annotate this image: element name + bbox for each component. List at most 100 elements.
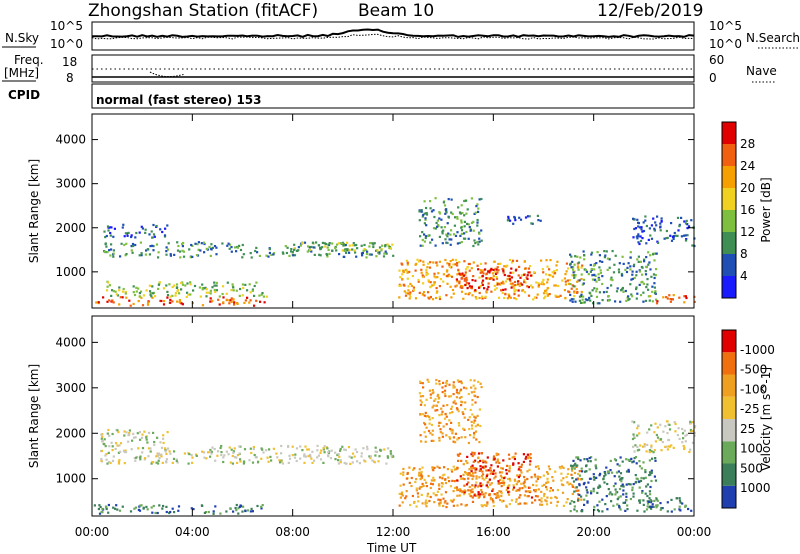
data-cell bbox=[572, 480, 576, 483]
data-cell bbox=[265, 449, 268, 452]
data-cell bbox=[301, 449, 304, 452]
data-cell bbox=[250, 451, 253, 455]
data-cell bbox=[586, 299, 589, 302]
data-cell bbox=[272, 252, 276, 255]
data-cell bbox=[545, 485, 548, 489]
data-cell bbox=[165, 458, 168, 461]
data-cell bbox=[582, 278, 586, 281]
data-cell bbox=[476, 264, 479, 267]
data-cell bbox=[431, 483, 434, 486]
data-cell bbox=[265, 295, 268, 298]
data-cell bbox=[656, 504, 659, 507]
data-cell bbox=[544, 499, 547, 502]
data-cell bbox=[427, 429, 431, 433]
data-cell bbox=[173, 253, 176, 256]
data-cell bbox=[441, 386, 444, 389]
data-cell bbox=[311, 461, 314, 464]
data-cell bbox=[162, 303, 166, 306]
data-cell bbox=[299, 244, 302, 247]
data-cell bbox=[432, 476, 435, 479]
data-cell bbox=[111, 299, 114, 302]
data-cell bbox=[430, 210, 434, 213]
data-cell bbox=[139, 456, 142, 459]
data-cell bbox=[571, 300, 574, 303]
data-cell bbox=[519, 218, 523, 221]
data-cell bbox=[651, 285, 654, 288]
data-cell bbox=[440, 218, 443, 221]
data-cell bbox=[590, 253, 593, 256]
data-cell bbox=[509, 279, 512, 282]
data-cell bbox=[418, 471, 421, 474]
data-cell bbox=[433, 501, 436, 504]
data-cell bbox=[460, 232, 463, 235]
data-cell bbox=[582, 282, 585, 285]
data-cell bbox=[580, 495, 583, 498]
data-cell bbox=[435, 261, 438, 264]
data-cell bbox=[121, 226, 124, 229]
data-cell bbox=[635, 235, 638, 238]
data-cell bbox=[456, 231, 459, 234]
data-cell bbox=[203, 251, 206, 254]
data-cell bbox=[495, 287, 498, 290]
data-cell bbox=[324, 245, 327, 248]
data-cell bbox=[402, 483, 405, 486]
data-cell bbox=[509, 479, 512, 482]
data-cell bbox=[637, 221, 640, 224]
data-cell bbox=[607, 299, 610, 302]
data-cell bbox=[187, 293, 190, 296]
data-cell bbox=[150, 462, 153, 465]
data-cell bbox=[569, 283, 572, 286]
data-cell bbox=[674, 422, 677, 426]
data-cell bbox=[217, 450, 220, 453]
data-cell bbox=[627, 458, 630, 461]
data-cell bbox=[569, 253, 572, 256]
data-cell bbox=[633, 421, 636, 424]
data-cell bbox=[249, 291, 252, 294]
data-cell bbox=[464, 504, 467, 507]
data-cell bbox=[421, 238, 424, 242]
data-cell bbox=[213, 288, 216, 292]
data-cell bbox=[571, 465, 574, 468]
data-cell bbox=[423, 200, 426, 203]
data-cell bbox=[189, 283, 192, 286]
data-cell bbox=[509, 219, 512, 222]
data-cell bbox=[181, 242, 184, 246]
data-cell bbox=[405, 495, 408, 498]
data-cell bbox=[611, 493, 614, 496]
data-cell bbox=[450, 470, 454, 473]
data-cell bbox=[580, 290, 583, 294]
data-cell bbox=[400, 492, 403, 495]
data-cell bbox=[436, 264, 439, 267]
data-cell bbox=[421, 475, 424, 478]
data-cell bbox=[463, 428, 466, 431]
data-cell bbox=[644, 476, 647, 479]
data-cell bbox=[514, 269, 517, 272]
data-cell bbox=[670, 510, 673, 513]
data-cell bbox=[490, 464, 493, 467]
data-cell bbox=[484, 268, 487, 271]
data-cell bbox=[175, 283, 179, 286]
power-scatter-cells bbox=[95, 197, 696, 307]
data-cell bbox=[515, 489, 518, 492]
data-cell bbox=[282, 252, 285, 255]
data-cell bbox=[472, 261, 475, 264]
data-cell bbox=[603, 471, 607, 474]
data-cell bbox=[233, 301, 236, 304]
data-cell bbox=[617, 496, 620, 499]
data-cell bbox=[450, 296, 453, 299]
data-cell bbox=[187, 462, 190, 465]
data-cell bbox=[242, 253, 245, 256]
data-cell bbox=[537, 488, 540, 491]
data-cell bbox=[165, 253, 168, 256]
data-cell bbox=[661, 507, 664, 510]
data-cell bbox=[257, 460, 260, 463]
data-cell bbox=[207, 510, 210, 514]
data-cell bbox=[140, 252, 143, 255]
data-cell bbox=[506, 274, 509, 278]
data-cell bbox=[457, 270, 460, 273]
data-cell bbox=[659, 508, 662, 511]
data-cell bbox=[227, 242, 230, 245]
data-cell bbox=[578, 474, 581, 477]
data-cell bbox=[647, 263, 650, 266]
data-cell bbox=[666, 420, 669, 423]
